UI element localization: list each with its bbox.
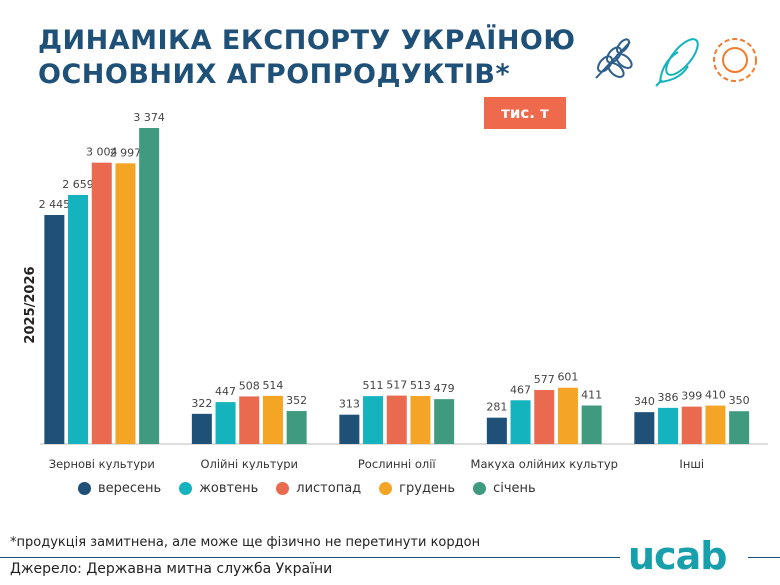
data-label: 386 [658,391,679,404]
bar-грудень [705,405,726,444]
bar-chart: 2025/2026 Зернові культури 2 445 2 659 3 004… [23,111,768,470]
data-label: 399 [681,390,702,403]
data-label: 322 [191,397,212,410]
data-label: 352 [286,394,307,407]
bar-грудень [557,387,578,444]
bar-листопад [91,162,112,444]
data-label: 513 [410,379,431,392]
legend-marker [78,482,91,495]
bar-вересень [486,417,507,444]
page-title: ДИНАМІКА ЕКСПОРТУ УКРАЇНОЮ ОСНОВНИХ АГРО… [38,24,576,92]
legend-marker [379,482,393,495]
bar-жовтень [510,400,531,444]
data-label: 350 [729,394,750,407]
bar-листопад [386,395,407,444]
divider-right [748,557,780,558]
bar-листопад [534,389,555,444]
bar-грудень [262,395,283,444]
data-label: 3 004 [86,146,118,159]
category-label: Рослинні олії [358,457,437,470]
wheat-icon [595,38,633,79]
icons-group [595,38,757,87]
bar-вересень [191,413,212,444]
corn-icon [655,38,699,87]
bar-грудень [410,395,431,444]
category-label: Зернові культури [49,457,155,470]
data-label: 517 [386,379,407,392]
legend-marker [179,482,193,495]
data-label: 340 [634,395,655,408]
divider-left [0,557,620,558]
bar-січень [286,411,307,444]
bar-січень [729,411,750,444]
data-label: 410 [705,389,726,402]
sunflower-icon [713,38,757,82]
data-label: 2 445 [39,198,71,211]
data-label: 511 [363,379,384,392]
legend-item: січень [473,481,536,496]
data-label: 508 [239,379,260,392]
ucab-logo: ucab [628,534,727,578]
bar-січень [434,399,455,444]
data-label: 514 [262,379,283,392]
bar-вересень [44,215,65,444]
legend-item: вересень [78,481,161,496]
title-line-2: ОСНОВНИХ АГРОПРОДУКТІВ* [38,59,511,90]
data-label: 2 659 [62,178,94,191]
category-label: Олійні культури [200,457,298,470]
bar-жовтень [363,396,384,444]
data-label: 411 [581,389,602,402]
bar-листопад [239,396,260,444]
data-label: 313 [339,398,360,411]
data-label: 447 [215,385,236,398]
legend-label: жовтень [199,481,259,496]
legend-marker [473,482,487,495]
bar-грудень [115,163,136,444]
legend-item: грудень [379,481,455,496]
data-label: 601 [557,371,578,384]
bar-жовтень [215,402,236,444]
data-label: 577 [534,373,555,386]
bar-вересень [339,414,360,444]
legend-label: листопад [296,481,362,496]
data-label: 281 [486,401,507,414]
legend-item: жовтень [179,481,258,496]
bar-вересень [634,412,655,444]
legend-label: січень [493,481,536,496]
legend-label: вересень [98,481,162,496]
category-label: Макуха олійних культур [471,457,618,470]
bar-січень [581,405,602,444]
data-label: 467 [510,383,531,396]
bar-січень [139,128,160,444]
source-note: Джерело: Державна митна служба України [10,561,333,577]
legend-marker [276,482,290,495]
legend-label: грудень [399,481,456,496]
category-label: Інші [679,457,704,470]
data-label: 3 374 [133,111,165,124]
legend: вересень жовтень листопад грудень січень [78,481,536,496]
bar-жовтень [68,194,89,444]
legend-item: листопад [276,481,361,496]
title-line-1: ДИНАМІКА ЕКСПОРТУ УКРАЇНОЮ [38,25,576,56]
data-label: 479 [434,382,455,395]
bar-жовтень [658,407,679,444]
bar-листопад [681,406,702,444]
unit-badge: тис. т [484,97,566,129]
data-label: 2 997 [110,146,142,159]
footnote: *продукція замитнена, але може ще фізичн… [10,535,481,550]
y-axis-label: 2025/2026 [23,266,38,343]
